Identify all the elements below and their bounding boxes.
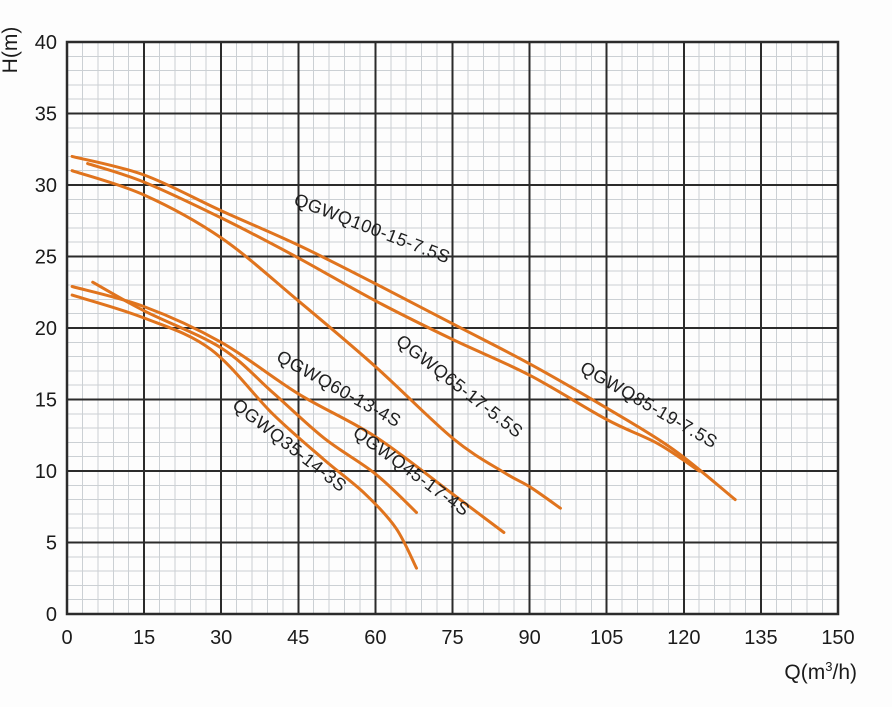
x-tick-label-8: 120	[667, 627, 700, 649]
pump-curve-qgwq100-15-7.5s	[70, 154, 737, 502]
y-tick-label-4: 20	[35, 318, 57, 340]
x-tick-label-0: 0	[61, 627, 72, 649]
y-tick-label-1: 5	[46, 533, 57, 555]
y-tick-label-7: 35	[35, 104, 57, 126]
y-tick-label-3: 15	[35, 390, 57, 412]
plot-border	[65, 40, 840, 616]
x-tick-label-1: 15	[133, 627, 155, 649]
y-tick-label-5: 25	[35, 247, 57, 269]
x-tick-label-3: 45	[287, 627, 309, 649]
y-tick-label-8: 40	[35, 32, 57, 54]
x-tick-label-7: 105	[590, 627, 623, 649]
x-tick-label-9: 135	[744, 627, 777, 649]
y-axis-label: H(m)	[0, 27, 22, 74]
x-tick-label-5: 75	[441, 627, 463, 649]
pump-curve-qgwq35-14-3s	[70, 293, 418, 570]
tick-labels: 0 15 30 45 60 75 90 105 120 135 150 0 5 10 15 20 25 30 35 4…	[35, 32, 855, 649]
pump-curve-qgwq65-17-5.5s	[70, 169, 562, 510]
x-tick-label-10: 150	[821, 627, 854, 649]
y-tick-label-6: 30	[35, 175, 57, 197]
y-tick-label-2: 10	[35, 461, 57, 483]
pump-curve-qgwq45-17-4s	[91, 280, 418, 514]
x-tick-label-2: 30	[210, 627, 232, 649]
curves-group	[70, 154, 737, 570]
x-axis-label: Q(m3/h)	[784, 659, 857, 684]
x-tick-label-6: 90	[518, 627, 540, 649]
pump-curve-qgwq85-19-7.5s	[86, 162, 701, 473]
y-tick-label-0: 0	[46, 604, 57, 626]
pump-curve-qgwq60-13-4s	[70, 285, 506, 534]
x-tick-label-4: 60	[364, 627, 386, 649]
